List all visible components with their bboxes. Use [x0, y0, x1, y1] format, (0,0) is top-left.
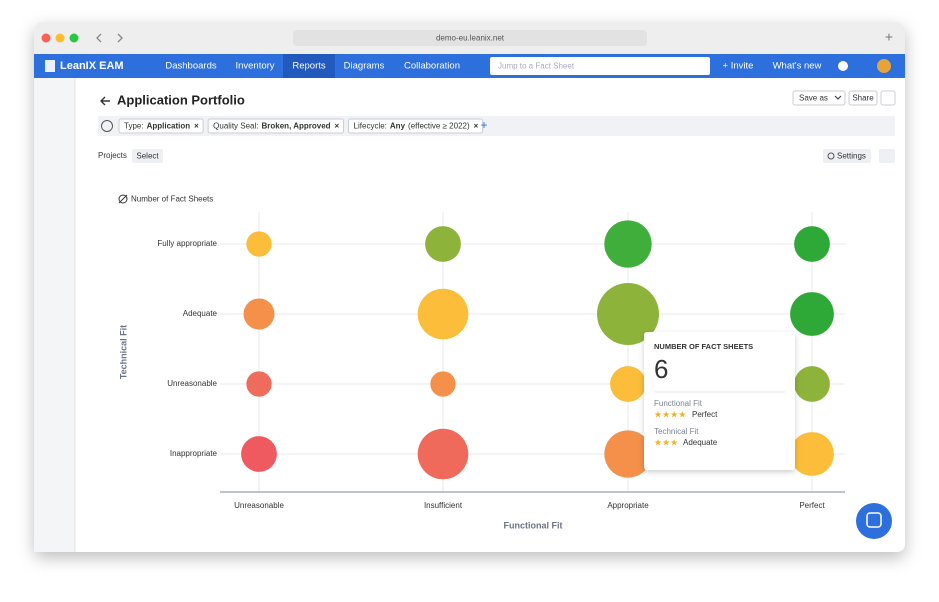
- tooltip-title: NUMBER OF FACT SHEETS: [654, 342, 753, 351]
- tooltip-value: 6: [654, 354, 668, 384]
- save-as[interactable]: [792, 90, 846, 106]
- size-legend: Number of Fact Sheets: [131, 195, 213, 204]
- bubble[interactable]: [597, 283, 659, 345]
- x-tick-label: Perfect: [799, 501, 825, 510]
- filter-label: Lifecycle:: [354, 122, 387, 131]
- stars: ★★★★: [654, 409, 686, 419]
- tooltip-box: [644, 332, 795, 470]
- bubble[interactable]: [430, 371, 456, 397]
- brand[interactable]: LeanIX EAM: [60, 60, 124, 72]
- filter-value: Any: [390, 122, 406, 131]
- add-filter[interactable]: +: [480, 118, 487, 132]
- filter-extra: (effective ≥ 2022): [408, 122, 470, 131]
- zoom[interactable]: [69, 33, 79, 43]
- search-placeholder: Jump to a Fact Sheet: [498, 62, 575, 71]
- y-axis-label: Technical Fit: [118, 325, 128, 379]
- filter-chip[interactable]: Quality Seal: Broken, Approved ×: [207, 118, 345, 134]
- y-tick-label: Inappropriate: [170, 449, 218, 458]
- url: demo-eu.leanix.net: [436, 34, 505, 43]
- bubble[interactable]: [790, 432, 834, 476]
- bubble[interactable]: [246, 371, 272, 397]
- logo: [45, 60, 55, 72]
- tooltip-x-label: Functional Fit: [654, 399, 703, 408]
- filter-label: Type:: [124, 122, 144, 131]
- filter-label: Quality Seal:: [213, 122, 258, 131]
- nav-item[interactable]: Diagrams: [344, 61, 385, 72]
- settings-button[interactable]: [823, 149, 871, 163]
- remove: ×: [335, 122, 340, 131]
- bubble[interactable]: [604, 430, 652, 478]
- nav-item[interactable]: Dashboards: [165, 61, 216, 72]
- bubble[interactable]: [604, 220, 652, 268]
- projects: Projects: [98, 151, 127, 160]
- bubble[interactable]: [417, 288, 469, 340]
- chat-icon: [866, 512, 882, 528]
- whats-new[interactable]: What's new: [773, 61, 822, 72]
- caret: [834, 95, 842, 100]
- avatar[interactable]: [877, 59, 891, 73]
- y-tick-label: Fully appropriate: [157, 239, 217, 248]
- bubble[interactable]: [246, 231, 272, 257]
- nav-item[interactable]: Inventory: [235, 61, 274, 72]
- remove: ×: [194, 122, 199, 131]
- size-legend-icon: [118, 194, 128, 204]
- tooltip-y-value: Adequate: [683, 438, 718, 447]
- search[interactable]: [490, 57, 710, 75]
- size-legend-icon: [118, 194, 128, 204]
- share-label: Share: [852, 94, 874, 103]
- tooltip-x-value: Perfect: [692, 410, 718, 419]
- bubble[interactable]: [417, 428, 469, 480]
- active-tab: [283, 54, 335, 78]
- invite[interactable]: + Invite: [723, 61, 754, 72]
- clear-filters[interactable]: [101, 120, 113, 132]
- select-label: Select: [136, 152, 159, 161]
- page-title: Application Portfolio: [117, 92, 245, 107]
- x-axis-label: Functional Fit: [504, 520, 563, 530]
- y-tick-label: Unreasonable: [167, 379, 217, 388]
- tooltip-y-label: Technical Fit: [654, 427, 699, 436]
- url-bar[interactable]: [293, 30, 647, 46]
- chat-button[interactable]: [856, 503, 892, 539]
- bubble[interactable]: [241, 436, 277, 472]
- bubble[interactable]: [794, 226, 830, 262]
- bubble[interactable]: [790, 292, 834, 336]
- help-icon[interactable]: [838, 61, 848, 71]
- new-tab[interactable]: +: [885, 29, 893, 45]
- settings-label: Settings: [837, 152, 866, 161]
- table-view[interactable]: [879, 149, 895, 163]
- filter-value: Application: [147, 122, 191, 131]
- filter-value: Broken, Approved: [262, 122, 331, 131]
- nav-bar: [34, 54, 905, 78]
- x-tick-label: Appropriate: [607, 501, 649, 510]
- stars: ★★★: [654, 437, 678, 447]
- more[interactable]: [880, 90, 896, 106]
- y-tick-label: Adequate: [183, 309, 218, 318]
- bubble[interactable]: [243, 298, 275, 330]
- close[interactable]: [41, 33, 51, 43]
- history-arrows[interactable]: [96, 33, 123, 43]
- chip-box: [348, 118, 484, 134]
- filter-chip[interactable]: Lifecycle: Any (effective ≥ 2022) ×: [348, 118, 484, 134]
- nav-item[interactable]: Reports: [292, 61, 326, 72]
- chip-box: [207, 118, 345, 134]
- save-as-label: Save as: [799, 94, 828, 103]
- nav-item[interactable]: Collaboration: [404, 61, 460, 72]
- tooltip: NUMBER OF FACT SHEETS 6 Functional Fit ★…: [644, 332, 795, 470]
- remove: ×: [474, 122, 479, 131]
- chip-box: [118, 118, 204, 134]
- sidebar: [34, 78, 75, 552]
- select-button[interactable]: [132, 149, 163, 163]
- filter-chip[interactable]: Type: Application ×: [118, 118, 204, 134]
- x-tick-label: Unreasonable: [234, 501, 284, 510]
- back[interactable]: [100, 96, 110, 106]
- bubble[interactable]: [610, 366, 646, 402]
- bubble[interactable]: [794, 366, 830, 402]
- gear: [827, 152, 835, 160]
- x-tick-label: Insufficient: [424, 501, 463, 510]
- share[interactable]: [848, 90, 878, 106]
- bubble[interactable]: [425, 226, 461, 262]
- minimize[interactable]: [55, 33, 65, 43]
